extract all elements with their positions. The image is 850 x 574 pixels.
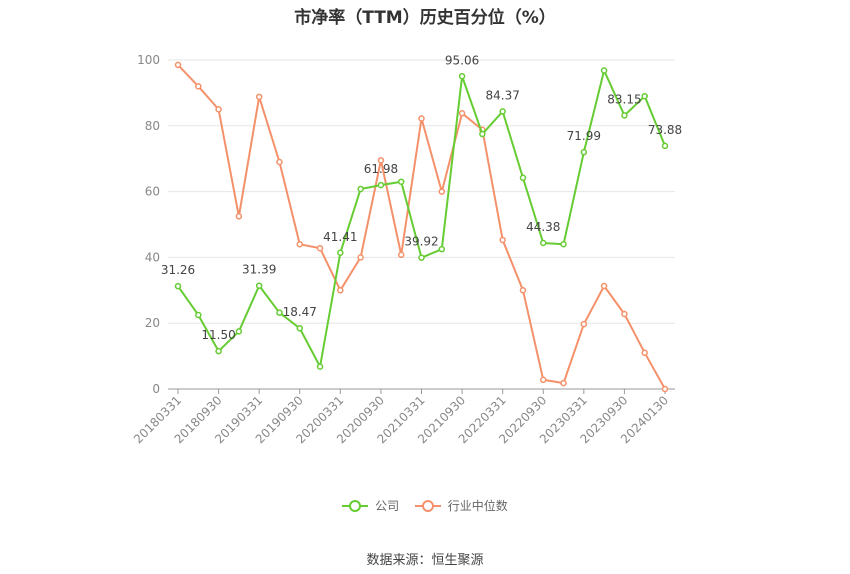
- data-point[interactable]: [276, 309, 283, 316]
- data-point[interactable]: [540, 239, 547, 247]
- data-label: 31.39: [242, 263, 276, 277]
- legend-marker-industry-median: [414, 499, 441, 512]
- y-tick-label: 40: [145, 250, 160, 264]
- series-lines: [174, 61, 669, 393]
- data-point[interactable]: [195, 311, 202, 319]
- data-point[interactable]: [357, 185, 364, 193]
- data-point[interactable]: [621, 112, 628, 119]
- legend-item-company[interactable]: 公司: [342, 497, 399, 514]
- data-label: 73.88: [648, 123, 682, 137]
- data-point[interactable]: [316, 244, 324, 252]
- data-point[interactable]: [580, 148, 588, 156]
- data-point[interactable]: [621, 310, 628, 318]
- data-point[interactable]: [499, 236, 506, 244]
- y-tick-label: 0: [152, 382, 160, 396]
- data-label: 83.15: [607, 92, 641, 106]
- data-point[interactable]: [296, 324, 303, 332]
- data-point[interactable]: [418, 115, 425, 122]
- y-axis: 0 20 40 60 80 100: [137, 53, 160, 396]
- data-point[interactable]: [357, 254, 364, 261]
- data-point[interactable]: [235, 328, 243, 335]
- data-label: 11.50: [201, 328, 235, 342]
- data-point[interactable]: [499, 108, 506, 115]
- data-point[interactable]: [661, 385, 669, 393]
- y-tick-label: 20: [145, 316, 160, 330]
- y-tick-label: 80: [145, 119, 160, 133]
- data-label: 44.38: [526, 220, 560, 234]
- data-point[interactable]: [580, 320, 588, 328]
- data-point[interactable]: [215, 106, 222, 113]
- data-point[interactable]: [397, 251, 405, 259]
- data-point[interactable]: [215, 347, 222, 355]
- data-label: 61.98: [364, 162, 398, 176]
- data-label: 95.06: [445, 53, 479, 67]
- data-point[interactable]: [377, 157, 385, 164]
- y-tick-label: 60: [145, 185, 160, 199]
- data-label: 84.37: [485, 88, 519, 102]
- legend-marker-company: [342, 499, 369, 512]
- data-label: 71.99: [567, 129, 601, 143]
- data-point[interactable]: [479, 130, 486, 138]
- data-point[interactable]: [458, 73, 466, 80]
- data-point[interactable]: [540, 376, 547, 384]
- data-point[interactable]: [195, 83, 202, 90]
- data-point[interactable]: [519, 287, 527, 294]
- data-point[interactable]: [641, 349, 648, 357]
- data-point[interactable]: [174, 282, 182, 290]
- data-point[interactable]: [377, 181, 385, 189]
- data-point[interactable]: [560, 379, 567, 387]
- series-line-industry-median: [177, 64, 666, 390]
- data-point[interactable]: [174, 61, 182, 69]
- data-point[interactable]: [438, 188, 446, 195]
- data-point[interactable]: [458, 110, 466, 117]
- line-chart: 0 20 40 60 80 100 201803312018093020190331201…: [131, 53, 682, 446]
- data-point[interactable]: [397, 178, 405, 185]
- data-point[interactable]: [276, 158, 283, 166]
- legend-label-company: 公司: [375, 499, 400, 513]
- data-point[interactable]: [641, 92, 648, 100]
- data-point[interactable]: [296, 240, 303, 248]
- x-axis: 2018033120180930201903312019093020200331…: [131, 388, 675, 446]
- data-label: 39.92: [404, 235, 438, 249]
- data-point[interactable]: [560, 240, 567, 248]
- data-point[interactable]: [418, 254, 425, 261]
- chart-title: 市净率（TTM）历史百分位（%）: [294, 8, 556, 28]
- data-label: 31.26: [161, 263, 195, 277]
- data-point[interactable]: [255, 282, 263, 289]
- data-labels: 31.26 11.50 31.39 18.47 41.41 61.98 39.92 95.06…: [161, 53, 682, 342]
- data-point[interactable]: [661, 142, 669, 150]
- data-point[interactable]: [438, 245, 446, 253]
- data-point[interactable]: [316, 363, 324, 370]
- y-tick-label: 100: [137, 53, 160, 67]
- legend: 公司 行业中位数: [0, 497, 850, 514]
- data-point[interactable]: [600, 67, 608, 74]
- data-point[interactable]: [337, 287, 344, 294]
- data-label: 18.47: [283, 305, 317, 319]
- data-point[interactable]: [337, 249, 344, 257]
- legend-item-industry-median[interactable]: 行业中位数: [414, 497, 508, 514]
- series-line-company: [177, 69, 666, 368]
- source-note: 数据来源：恒生聚源: [366, 553, 484, 568]
- data-point[interactable]: [519, 174, 527, 182]
- data-label: 41.41: [323, 230, 357, 244]
- data-point[interactable]: [255, 93, 263, 101]
- data-point[interactable]: [235, 213, 243, 220]
- data-point[interactable]: [600, 282, 608, 290]
- legend-label-industry-median: 行业中位数: [447, 499, 508, 513]
